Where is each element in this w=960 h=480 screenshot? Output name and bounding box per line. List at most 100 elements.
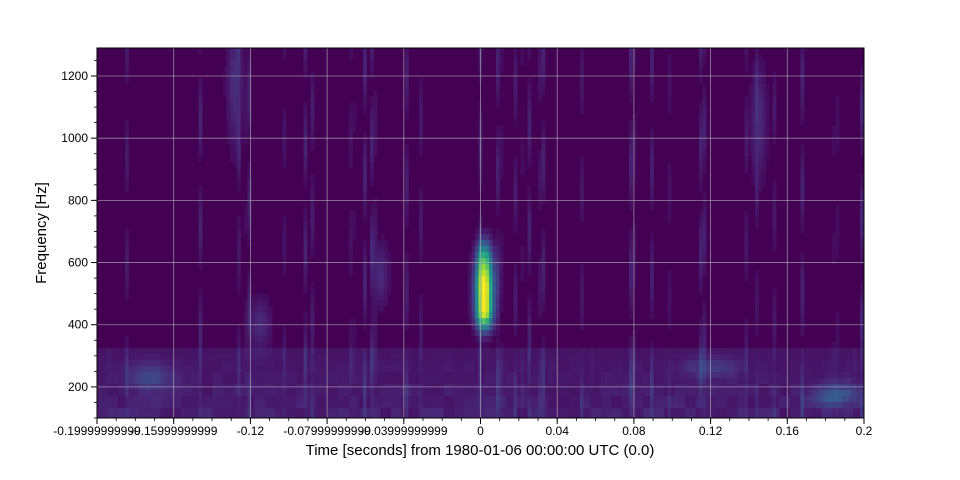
heatmap-cell: [755, 324, 759, 331]
heatmap-cell: [419, 390, 423, 397]
heatmap-cell: [485, 288, 490, 295]
heatmap-cell: [541, 240, 546, 247]
heatmap-cell: [548, 414, 553, 418]
heatmap-cell: [706, 348, 710, 355]
heatmap-cell: [104, 378, 108, 385]
heatmap-cell: [765, 156, 770, 163]
heatmap-cell: [496, 360, 500, 367]
heatmap-cell: [475, 306, 479, 313]
heatmap-cell: [380, 402, 385, 409]
heatmap-cell: [832, 240, 836, 247]
heatmap-cell: [184, 396, 189, 403]
heatmap-cell: [363, 390, 367, 397]
heatmap-cell: [307, 390, 311, 397]
heatmap-cell: [699, 180, 703, 187]
heatmap-cell: [125, 228, 129, 235]
heatmap-cell: [331, 366, 336, 373]
heatmap-cell: [107, 390, 112, 397]
heatmap-cell: [338, 360, 343, 367]
heatmap-cell: [615, 402, 619, 409]
heatmap-cell: [100, 390, 105, 397]
heatmap-cell: [482, 402, 486, 409]
heatmap-cell: [667, 300, 672, 307]
heatmap-cell: [461, 372, 465, 379]
heatmap-cell: [639, 414, 644, 418]
heatmap-cell: [160, 414, 164, 418]
heatmap-cell: [345, 354, 350, 361]
heatmap-cell: [114, 408, 119, 415]
heatmap-cell: [608, 390, 612, 397]
heatmap-cell: [506, 372, 511, 379]
heatmap-cell: [744, 330, 749, 337]
heatmap-cell: [188, 402, 192, 409]
heatmap-cell: [681, 402, 686, 409]
heatmap-cell: [282, 246, 287, 253]
heatmap-cell: [405, 354, 409, 361]
heatmap-cell: [506, 396, 511, 403]
heatmap-cell: [202, 402, 206, 409]
heatmap-cell: [800, 276, 805, 283]
heatmap-cell: [426, 378, 430, 385]
heatmap-cell: [377, 294, 381, 301]
heatmap-cell: [338, 348, 343, 355]
heatmap-cell: [405, 258, 409, 265]
heatmap-cell: [398, 414, 402, 418]
heatmap-cell: [538, 282, 542, 289]
heatmap-cell: [370, 276, 374, 283]
heatmap-cell: [531, 372, 535, 379]
heatmap-cell: [737, 348, 742, 355]
heatmap-cell: [202, 390, 206, 397]
heatmap-cell: [310, 174, 315, 181]
heatmap-cell: [303, 102, 308, 109]
heatmap-cell: [468, 378, 472, 385]
heatmap-cell: [744, 390, 749, 397]
heatmap-cell: [510, 360, 514, 367]
heatmap-cell: [226, 108, 231, 115]
heatmap-cell: [615, 390, 619, 397]
heatmap-cell: [496, 396, 500, 403]
heatmap-cell: [461, 402, 465, 409]
heatmap-cell: [405, 294, 409, 301]
heatmap-cell: [160, 366, 164, 373]
heatmap-cell: [520, 264, 525, 271]
heatmap-cell: [419, 144, 423, 151]
heatmap-cell: [527, 90, 532, 97]
heatmap-cell: [499, 258, 504, 265]
heatmap-cell: [226, 138, 231, 145]
heatmap-cell: [832, 414, 836, 418]
heatmap-cell: [513, 378, 518, 385]
heatmap-cell: [650, 78, 654, 85]
heatmap-cell: [219, 372, 224, 379]
heatmap-cell: [751, 372, 756, 379]
heatmap-cell: [349, 252, 353, 259]
heatmap-cell: [744, 162, 749, 169]
heatmap-cell: [685, 402, 689, 409]
heatmap-cell: [517, 414, 521, 418]
heatmap-cell: [765, 132, 770, 139]
heatmap-cell: [723, 372, 728, 379]
heatmap-cell: [720, 408, 724, 415]
heatmap-cell: [342, 378, 346, 385]
heatmap-cell: [573, 360, 577, 367]
heatmap-cell: [380, 276, 385, 283]
heatmap-cell: [419, 240, 423, 247]
heatmap-cell: [489, 366, 493, 373]
heatmap-cell: [380, 282, 385, 289]
heatmap-cell: [835, 360, 840, 367]
heatmap-cell: [489, 240, 493, 247]
heatmap-cell: [475, 228, 479, 235]
heatmap-cell: [195, 348, 199, 355]
heatmap-cell: [800, 96, 805, 103]
heatmap-cell: [219, 414, 224, 418]
heatmap-cell: [625, 354, 630, 361]
heatmap-cell: [748, 402, 752, 409]
heatmap-cell: [853, 366, 857, 373]
heatmap-cell: [520, 246, 525, 253]
heatmap-cell: [846, 414, 850, 418]
heatmap-cell: [233, 108, 238, 115]
heatmap-cell: [797, 396, 801, 403]
heatmap-cell: [629, 282, 633, 289]
heatmap-cell: [373, 252, 378, 259]
heatmap-cell: [580, 408, 584, 415]
heatmap-cell: [380, 306, 385, 313]
